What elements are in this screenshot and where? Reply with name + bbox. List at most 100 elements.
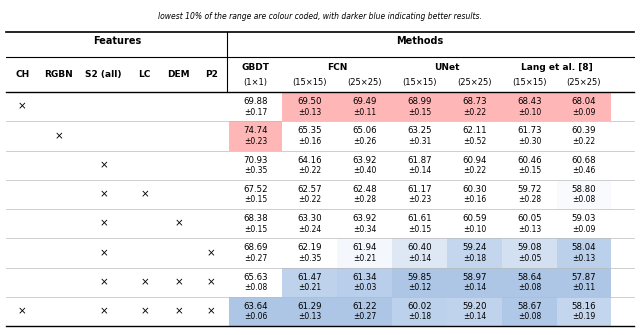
Bar — [229, 121, 282, 151]
Bar — [392, 92, 447, 121]
Text: ×: × — [18, 102, 27, 112]
Text: 62.48: 62.48 — [353, 185, 377, 194]
Text: ±0.11: ±0.11 — [572, 283, 596, 292]
Text: 65.63: 65.63 — [243, 273, 268, 281]
Text: 61.73: 61.73 — [518, 126, 542, 135]
Text: 68.69: 68.69 — [243, 243, 268, 252]
Bar — [282, 92, 337, 121]
Text: ±0.05: ±0.05 — [518, 254, 541, 263]
Text: 69.88: 69.88 — [243, 97, 268, 106]
Text: ±0.16: ±0.16 — [463, 195, 486, 204]
Text: ±0.46: ±0.46 — [572, 166, 596, 175]
Bar — [447, 92, 502, 121]
Text: ±0.10: ±0.10 — [463, 224, 486, 233]
Text: (25×25): (25×25) — [567, 78, 601, 87]
Text: 65.35: 65.35 — [298, 126, 322, 135]
Text: (15×15): (15×15) — [403, 78, 437, 87]
Text: 69.49: 69.49 — [353, 97, 377, 106]
Text: ±0.06: ±0.06 — [244, 312, 268, 321]
Text: ±0.22: ±0.22 — [572, 137, 596, 146]
Text: DEM: DEM — [168, 70, 190, 79]
Bar — [502, 268, 557, 297]
Text: ±0.11: ±0.11 — [353, 108, 376, 117]
Text: ±0.30: ±0.30 — [518, 137, 541, 146]
Bar — [447, 297, 502, 326]
Text: 67.52: 67.52 — [243, 185, 268, 194]
Text: ×: × — [140, 190, 149, 200]
Text: 62.57: 62.57 — [298, 185, 322, 194]
Text: 60.02: 60.02 — [408, 302, 432, 311]
Text: Features: Features — [93, 36, 141, 46]
Text: 57.87: 57.87 — [572, 273, 596, 281]
Text: 60.39: 60.39 — [572, 126, 596, 135]
Text: ×: × — [99, 219, 108, 229]
Text: ±0.35: ±0.35 — [244, 166, 268, 175]
Bar — [337, 92, 392, 121]
Text: RGBN: RGBN — [44, 70, 73, 79]
Text: ±0.15: ±0.15 — [408, 108, 431, 117]
Bar — [557, 180, 611, 209]
Text: ×: × — [99, 190, 108, 200]
Text: ±0.15: ±0.15 — [244, 224, 268, 233]
Text: 58.64: 58.64 — [518, 273, 542, 281]
Text: ±0.15: ±0.15 — [244, 195, 268, 204]
Bar — [282, 268, 337, 297]
Text: ±0.22: ±0.22 — [298, 195, 321, 204]
Text: ±0.14: ±0.14 — [408, 254, 431, 263]
Bar — [502, 297, 557, 326]
Text: ±0.52: ±0.52 — [463, 137, 486, 146]
Text: ±0.27: ±0.27 — [353, 312, 376, 321]
Text: ×: × — [207, 277, 216, 287]
Text: ±0.09: ±0.09 — [572, 224, 596, 233]
Text: LC: LC — [138, 70, 151, 79]
Text: GBDT: GBDT — [242, 63, 269, 72]
Text: ±0.03: ±0.03 — [353, 283, 376, 292]
Text: 63.25: 63.25 — [408, 126, 432, 135]
Text: ±0.09: ±0.09 — [572, 108, 596, 117]
Text: ±0.31: ±0.31 — [408, 137, 431, 146]
Text: ±0.28: ±0.28 — [518, 195, 541, 204]
Text: 59.72: 59.72 — [518, 185, 542, 194]
Text: ±0.40: ±0.40 — [353, 166, 376, 175]
Text: ±0.13: ±0.13 — [298, 108, 321, 117]
Text: 59.20: 59.20 — [463, 302, 487, 311]
Text: S2 (all): S2 (all) — [85, 70, 122, 79]
Text: ×: × — [140, 277, 149, 287]
Text: 60.94: 60.94 — [463, 155, 487, 164]
Text: 60.68: 60.68 — [572, 155, 596, 164]
Text: 62.11: 62.11 — [463, 126, 487, 135]
Text: 68.43: 68.43 — [518, 97, 542, 106]
Bar — [502, 239, 557, 268]
Bar — [502, 92, 557, 121]
Text: 74.74: 74.74 — [243, 126, 268, 135]
Text: 63.92: 63.92 — [353, 155, 377, 164]
Text: 60.40: 60.40 — [408, 243, 432, 252]
Text: ±0.27: ±0.27 — [244, 254, 268, 263]
Text: ×: × — [99, 307, 108, 317]
Text: ±0.13: ±0.13 — [572, 254, 596, 263]
Bar — [557, 297, 611, 326]
Text: ±0.16: ±0.16 — [298, 137, 321, 146]
Text: P2: P2 — [205, 70, 218, 79]
Text: ×: × — [207, 248, 216, 258]
Text: 60.05: 60.05 — [518, 214, 542, 223]
Text: ×: × — [99, 277, 108, 287]
Text: CH: CH — [15, 70, 29, 79]
Text: ±0.34: ±0.34 — [353, 224, 376, 233]
Bar — [337, 297, 392, 326]
Text: 68.99: 68.99 — [408, 97, 432, 106]
Text: 60.59: 60.59 — [463, 214, 487, 223]
Bar — [557, 92, 611, 121]
Text: ×: × — [140, 307, 149, 317]
Text: (25×25): (25×25) — [348, 78, 382, 87]
Text: 61.17: 61.17 — [408, 185, 432, 194]
Text: Lang et al. [8]: Lang et al. [8] — [521, 63, 593, 72]
Text: ±0.12: ±0.12 — [408, 283, 431, 292]
Text: ±0.18: ±0.18 — [463, 254, 486, 263]
Text: ×: × — [99, 248, 108, 258]
Text: 61.61: 61.61 — [408, 214, 432, 223]
Text: ±0.14: ±0.14 — [408, 166, 431, 175]
Bar — [229, 297, 282, 326]
Text: ×: × — [99, 160, 108, 170]
Bar — [447, 239, 502, 268]
